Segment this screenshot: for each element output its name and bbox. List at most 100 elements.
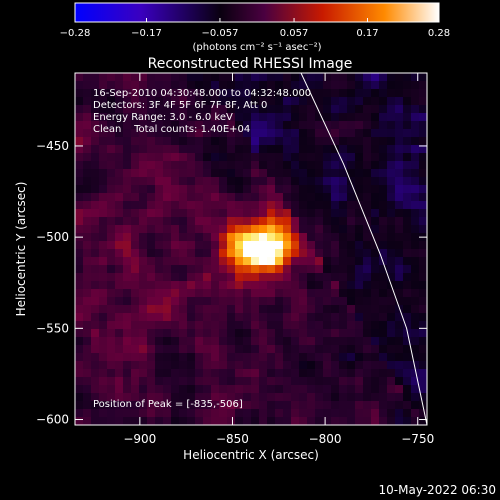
heatmap-cell	[395, 249, 404, 258]
heatmap-cell	[203, 329, 212, 338]
heatmap-cell	[83, 417, 92, 425]
heatmap-cell	[395, 137, 404, 146]
heatmap-cell	[339, 385, 348, 394]
heatmap-cell	[371, 417, 380, 425]
heatmap-cell	[147, 369, 156, 378]
heatmap-cell	[243, 145, 252, 154]
heatmap-cell	[387, 393, 396, 402]
heatmap-cell	[83, 105, 92, 114]
heatmap-cell	[331, 225, 340, 234]
colorbar-tick-label: −0.057	[201, 28, 238, 39]
heatmap-cell	[323, 265, 332, 274]
heatmap-cell	[291, 329, 300, 338]
heatmap-cell	[219, 361, 228, 370]
heatmap-cell	[131, 417, 140, 425]
heatmap-cell	[179, 361, 188, 370]
heatmap-cell	[307, 385, 316, 394]
heatmap-cell	[187, 321, 196, 330]
heatmap-cell	[395, 369, 404, 378]
heatmap-cell	[75, 241, 84, 250]
heatmap-cell	[283, 89, 292, 98]
heatmap-cell	[171, 81, 180, 90]
heatmap-cell	[387, 321, 396, 330]
heatmap-cell	[339, 257, 348, 266]
heatmap-cell	[411, 417, 420, 425]
heatmap-cell	[75, 89, 84, 98]
heatmap-cell	[363, 337, 372, 346]
heatmap-cell	[403, 417, 412, 425]
heatmap-cell	[211, 281, 220, 290]
heatmap-cell	[203, 145, 212, 154]
heatmap-cell	[363, 297, 372, 306]
heatmap-cell	[283, 369, 292, 378]
heatmap-cell	[155, 217, 164, 226]
heatmap-cell	[139, 145, 148, 154]
heatmap-cell	[171, 377, 180, 386]
heatmap-cell	[187, 153, 196, 162]
heatmap-cell	[419, 361, 427, 370]
heatmap-cell	[323, 105, 332, 114]
heatmap-cell	[251, 209, 260, 218]
heatmap-cell	[163, 121, 172, 130]
heatmap-cell	[323, 289, 332, 298]
heatmap-cell	[179, 193, 188, 202]
heatmap-cell	[419, 377, 427, 386]
heatmap-cell	[283, 145, 292, 154]
heatmap-cell	[115, 233, 124, 242]
heatmap-cell	[179, 137, 188, 146]
heatmap-cell	[315, 105, 324, 114]
heatmap-cell	[107, 121, 116, 130]
heatmap-cell	[243, 297, 252, 306]
heatmap-cell	[227, 321, 236, 330]
heatmap-cell	[283, 321, 292, 330]
heatmap-cell	[179, 233, 188, 242]
heatmap-cell	[347, 281, 356, 290]
heatmap-cell	[419, 257, 427, 266]
heatmap-cell	[219, 377, 228, 386]
heatmap-cell	[403, 209, 412, 218]
heatmap-cell	[131, 89, 140, 98]
heatmap-cell	[75, 273, 84, 282]
heatmap-cell	[411, 153, 420, 162]
heatmap-cell	[363, 185, 372, 194]
heatmap-cell	[323, 113, 332, 122]
peak-position-label: Position of Peak = [-835,-506]	[93, 399, 243, 410]
heatmap-cell	[235, 345, 244, 354]
heatmap-cell	[107, 201, 116, 210]
heatmap-cell	[171, 177, 180, 186]
heatmap-cell	[195, 193, 204, 202]
heatmap-cell	[347, 105, 356, 114]
heatmap-cell	[363, 225, 372, 234]
heatmap-cell	[299, 153, 308, 162]
heatmap-cell	[371, 73, 380, 82]
heatmap-cell	[99, 297, 108, 306]
heatmap-cell	[347, 185, 356, 194]
heatmap-cell	[395, 89, 404, 98]
heatmap-cell	[363, 129, 372, 138]
heatmap-cell	[171, 97, 180, 106]
heatmap-cell	[403, 169, 412, 178]
heatmap-cell	[107, 393, 116, 402]
heatmap-cell	[107, 113, 116, 122]
heatmap-cell	[179, 185, 188, 194]
heatmap-cell	[411, 353, 420, 362]
heatmap-cell	[371, 273, 380, 282]
heatmap-cell	[267, 97, 276, 106]
colorbar	[74, 2, 440, 23]
heatmap-cell	[139, 153, 148, 162]
heatmap-cell	[411, 369, 420, 378]
heatmap-cell	[283, 281, 292, 290]
heatmap-cell	[363, 281, 372, 290]
heatmap-cell	[243, 217, 252, 226]
heatmap-cell	[187, 233, 196, 242]
heatmap-cell	[147, 121, 156, 130]
heatmap-cell	[115, 417, 124, 425]
heatmap-cell	[195, 161, 204, 170]
heatmap-cell	[203, 313, 212, 322]
heatmap-cell	[83, 81, 92, 90]
heatmap-cell	[211, 377, 220, 386]
heatmap-cell	[411, 113, 420, 122]
heatmap-cell	[419, 273, 427, 282]
heatmap-cell	[275, 393, 284, 402]
heatmap-cell	[339, 177, 348, 186]
